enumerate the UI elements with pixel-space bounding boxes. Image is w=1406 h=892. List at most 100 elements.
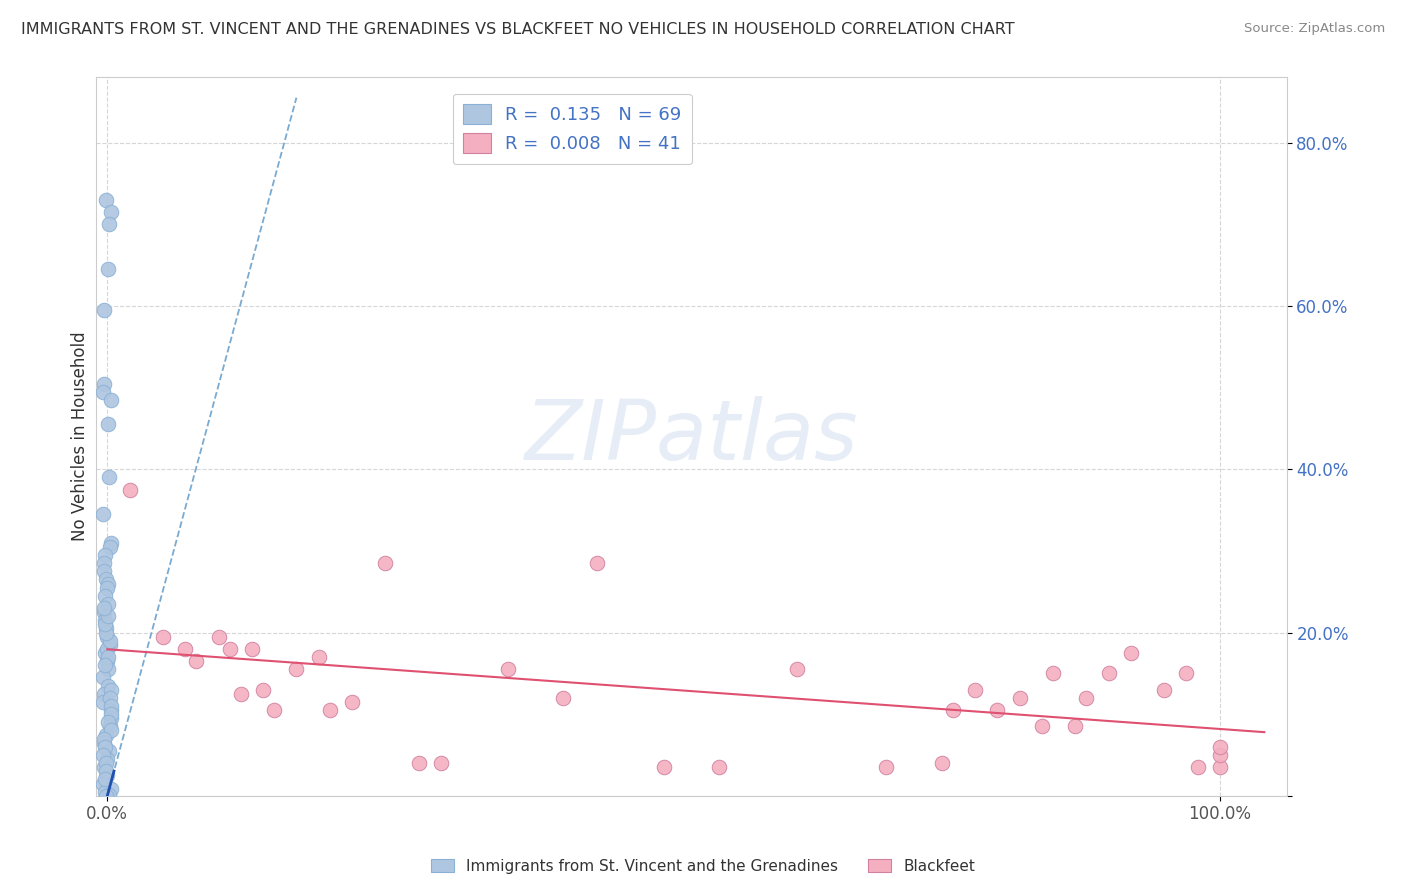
Point xyxy=(96,768,118,782)
Point xyxy=(100,707,122,722)
Legend: Immigrants from St. Vincent and the Grenadines, Blackfeet: Immigrants from St. Vincent and the Gren… xyxy=(425,853,981,880)
Point xyxy=(100,392,122,407)
Point xyxy=(97,662,120,676)
Point xyxy=(100,205,122,219)
Point xyxy=(709,760,731,774)
Point xyxy=(93,687,115,701)
Point xyxy=(1209,747,1232,762)
Text: ZIPatlas: ZIPatlas xyxy=(524,396,858,477)
Point xyxy=(98,218,121,232)
Point xyxy=(97,788,120,802)
Point xyxy=(1209,739,1232,754)
Point xyxy=(1064,719,1087,733)
Text: Source: ZipAtlas.com: Source: ZipAtlas.com xyxy=(1244,22,1385,36)
Point xyxy=(207,630,229,644)
Point xyxy=(263,703,285,717)
Point xyxy=(100,698,122,713)
Point xyxy=(93,376,115,391)
Point xyxy=(94,789,117,803)
Point xyxy=(94,625,117,640)
Point xyxy=(98,470,121,484)
Point xyxy=(100,782,122,797)
Point xyxy=(408,756,430,771)
Point xyxy=(1187,760,1209,774)
Point xyxy=(1097,666,1119,681)
Point xyxy=(186,654,208,668)
Point xyxy=(93,658,115,673)
Point xyxy=(91,776,114,790)
Point xyxy=(97,715,120,730)
Point xyxy=(97,609,120,624)
Point xyxy=(97,597,120,611)
Point xyxy=(553,690,575,705)
Point xyxy=(96,576,118,591)
Point xyxy=(93,384,115,399)
Point xyxy=(94,573,117,587)
Point xyxy=(93,303,115,318)
Point xyxy=(118,483,141,497)
Point xyxy=(100,723,122,738)
Point xyxy=(97,262,120,277)
Point xyxy=(96,641,118,656)
Point xyxy=(94,613,117,627)
Point xyxy=(93,564,115,578)
Point xyxy=(94,772,117,787)
Point xyxy=(585,556,607,570)
Point xyxy=(97,744,120,758)
Point xyxy=(93,605,115,619)
Point xyxy=(98,719,121,733)
Point xyxy=(319,703,342,717)
Point xyxy=(100,682,122,697)
Point xyxy=(285,662,308,676)
Point xyxy=(1031,719,1053,733)
Point xyxy=(94,617,117,632)
Point xyxy=(1076,690,1098,705)
Point xyxy=(91,670,114,684)
Point xyxy=(93,731,115,746)
Point xyxy=(308,650,330,665)
Point xyxy=(98,638,121,652)
Y-axis label: No Vehicles in Household: No Vehicles in Household xyxy=(72,332,89,541)
Point xyxy=(252,682,274,697)
Point xyxy=(986,703,1008,717)
Point xyxy=(97,417,120,432)
Point xyxy=(93,760,115,774)
Point xyxy=(100,703,122,717)
Point xyxy=(93,736,115,750)
Point xyxy=(1209,760,1232,774)
Point xyxy=(96,193,118,207)
Point xyxy=(430,756,453,771)
Point xyxy=(374,556,396,570)
Point xyxy=(93,556,115,570)
Point xyxy=(94,785,117,799)
Point xyxy=(96,630,118,644)
Point xyxy=(931,756,953,771)
Point xyxy=(100,535,122,549)
Point xyxy=(652,760,675,774)
Point xyxy=(496,662,519,676)
Point xyxy=(1008,690,1031,705)
Point xyxy=(786,662,808,676)
Point xyxy=(875,760,897,774)
Point xyxy=(98,633,121,648)
Point xyxy=(93,646,115,660)
Point xyxy=(91,747,114,762)
Point xyxy=(152,630,174,644)
Point xyxy=(340,695,363,709)
Point xyxy=(94,756,117,771)
Point xyxy=(98,540,121,554)
Point xyxy=(1153,682,1175,697)
Point xyxy=(91,507,114,521)
Point xyxy=(1175,666,1198,681)
Point xyxy=(240,641,263,656)
Point xyxy=(93,739,115,754)
Point xyxy=(942,703,965,717)
Point xyxy=(96,764,118,779)
Point xyxy=(1119,646,1142,660)
Point xyxy=(100,711,122,725)
Point xyxy=(965,682,987,697)
Point xyxy=(93,695,115,709)
Point xyxy=(94,727,117,741)
Text: IMMIGRANTS FROM ST. VINCENT AND THE GRENADINES VS BLACKFEET NO VEHICLES IN HOUSE: IMMIGRANTS FROM ST. VINCENT AND THE GREN… xyxy=(21,22,1015,37)
Point xyxy=(97,650,120,665)
